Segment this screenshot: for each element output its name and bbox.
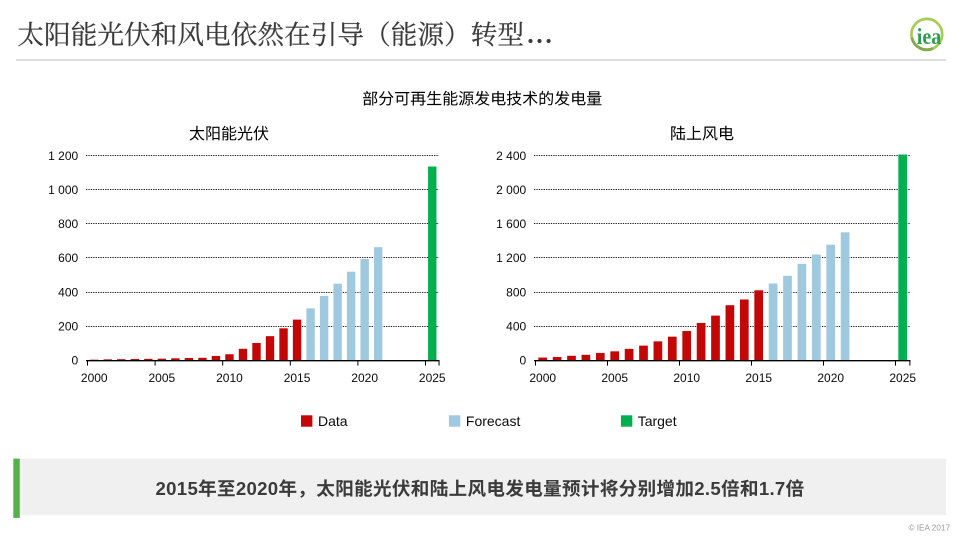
- svg-text:600: 600: [58, 251, 78, 265]
- svg-text:© IEA 2017: © IEA 2017: [908, 524, 950, 533]
- svg-text:2 400: 2 400: [496, 149, 526, 163]
- svg-text:400: 400: [506, 319, 526, 333]
- svg-text:2015: 2015: [745, 371, 772, 385]
- svg-text:Target: Target: [638, 413, 677, 429]
- svg-text:2000: 2000: [81, 371, 108, 385]
- svg-text:2010: 2010: [216, 371, 243, 385]
- svg-text:2015: 2015: [284, 371, 311, 385]
- svg-text:800: 800: [506, 285, 526, 299]
- svg-text:0: 0: [520, 354, 527, 368]
- svg-text:2.5: 2.5: [694, 478, 721, 499]
- svg-text:2005: 2005: [601, 371, 628, 385]
- svg-text:1.7: 1.7: [759, 478, 786, 499]
- svg-text:1 000: 1 000: [48, 183, 78, 197]
- svg-text:2020: 2020: [236, 478, 279, 499]
- svg-text:2005: 2005: [149, 371, 176, 385]
- svg-text:200: 200: [58, 319, 78, 333]
- svg-text:Forecast: Forecast: [466, 413, 521, 429]
- svg-text:2020: 2020: [817, 371, 844, 385]
- svg-text:2000: 2000: [529, 371, 556, 385]
- svg-text:2010: 2010: [673, 371, 700, 385]
- svg-text:2025: 2025: [889, 371, 916, 385]
- svg-text:400: 400: [58, 285, 78, 299]
- svg-text:2 000: 2 000: [496, 183, 526, 197]
- svg-text:2025: 2025: [419, 371, 446, 385]
- svg-text:1 200: 1 200: [496, 251, 526, 265]
- svg-text:iea: iea: [917, 24, 942, 49]
- svg-text:2020: 2020: [351, 371, 378, 385]
- svg-text:Data: Data: [318, 413, 348, 429]
- svg-text:1 600: 1 600: [496, 217, 526, 231]
- svg-text:800: 800: [58, 217, 78, 231]
- svg-text:0: 0: [72, 354, 79, 368]
- svg-text:2015: 2015: [156, 478, 199, 499]
- svg-text:1 200: 1 200: [48, 149, 78, 163]
